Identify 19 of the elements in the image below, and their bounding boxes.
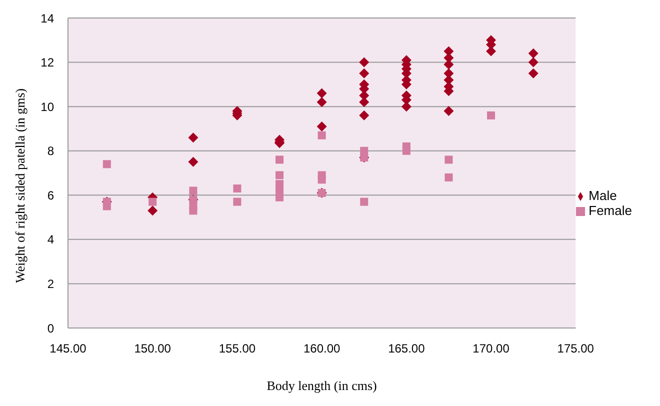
x-tick-label: 150.00: [134, 342, 172, 356]
y-tick-label: 0: [47, 321, 54, 336]
x-tick-label: 165.00: [388, 342, 426, 356]
y-tick-label: 10: [40, 100, 54, 114]
y-tick-label: 2: [47, 276, 54, 291]
y-tick-label: 12: [40, 56, 54, 70]
y-axis-title: Weight of right sided patella (in gms): [12, 88, 28, 283]
x-tick-label: 145.00: [50, 342, 87, 356]
y-tick-label: 6: [47, 188, 54, 202]
x-tick-label: 170.00: [472, 342, 510, 356]
x-tick-label: 155.00: [218, 342, 256, 356]
x-tick-label: 160.00: [303, 342, 340, 356]
y-tick-label: 8: [47, 144, 54, 158]
x-axis-title: Body length (in cms): [266, 378, 377, 393]
y-tick-label: 4: [47, 232, 54, 247]
x-tick-label: 175.00: [557, 342, 594, 356]
legend-label: Female: [588, 203, 632, 218]
y-tick-label: 14: [40, 11, 54, 26]
legend-label: Male: [588, 188, 617, 203]
